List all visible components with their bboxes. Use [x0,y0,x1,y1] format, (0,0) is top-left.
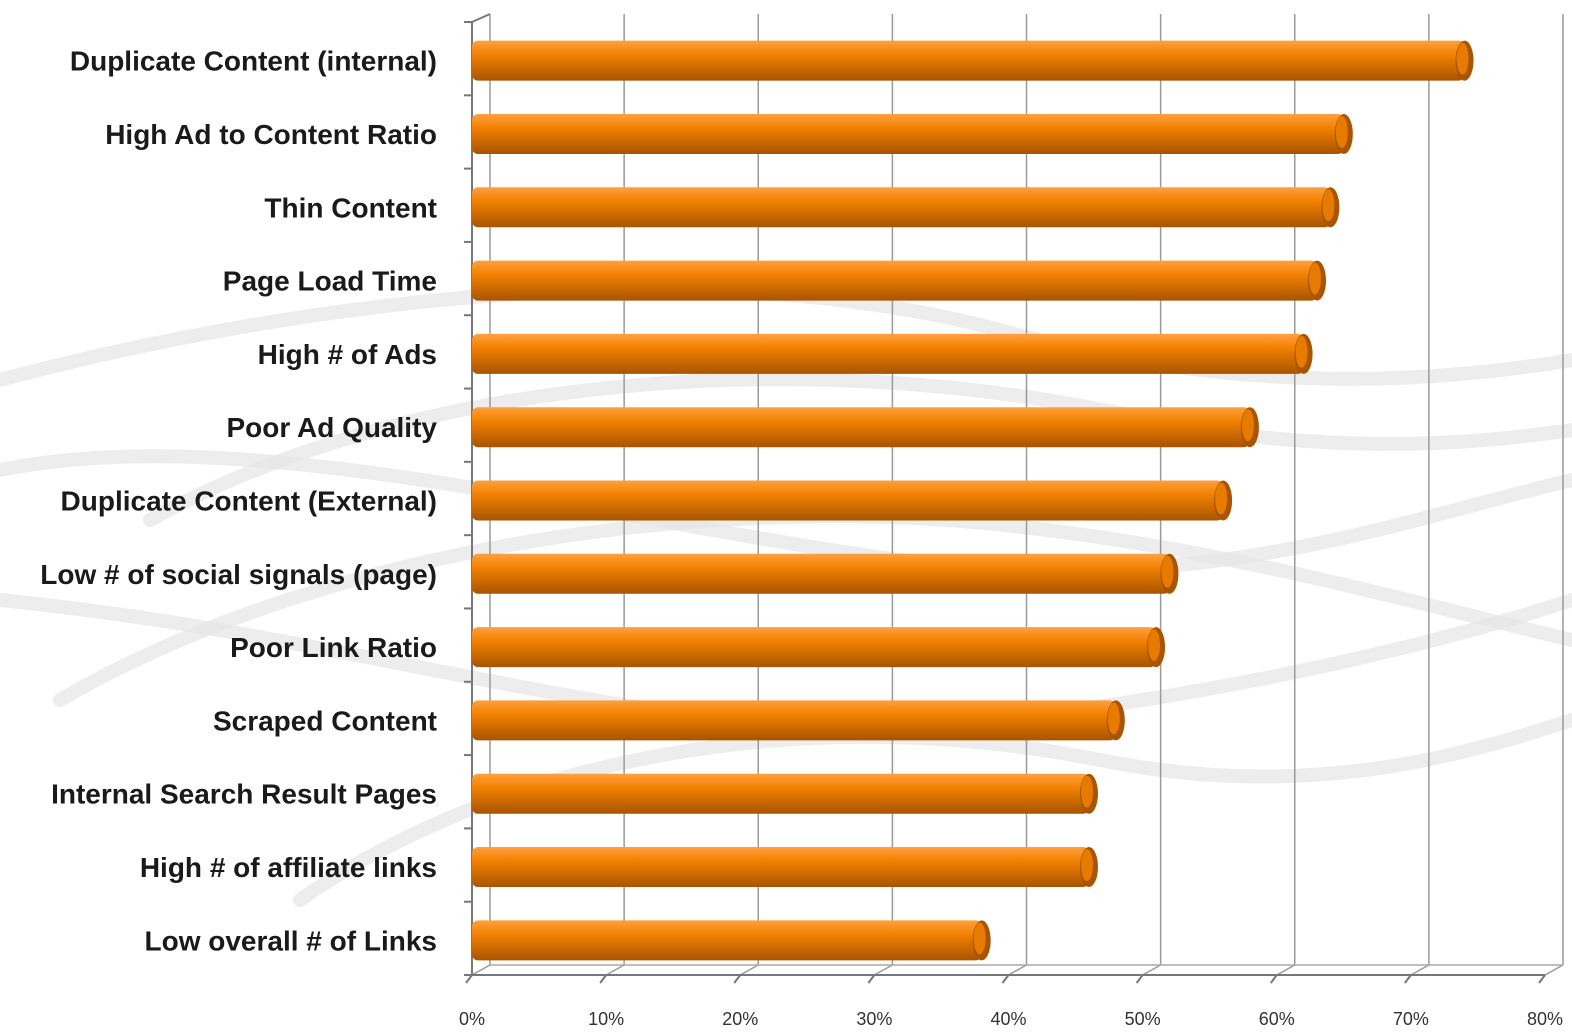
bar-cap-highlight [1456,42,1469,75]
gridline-floor [1410,964,1430,976]
gridline-floor [1008,964,1027,976]
category-label: High Ad to Content Ratio [105,119,437,150]
x-tick-label: 30% [856,1009,892,1029]
gridline-floor [1544,964,1564,976]
x-axis-tick [599,974,607,984]
bar [472,407,1259,448]
bar-body [472,920,982,961]
bar-body [472,187,1331,228]
bar [472,187,1340,228]
bar [472,333,1313,374]
bar [472,847,1098,888]
bar [472,480,1233,521]
x-axis-tick [1001,974,1010,984]
bar [472,40,1474,81]
bar-body [472,553,1170,594]
watermark-swirl [143,372,1572,527]
bar-cap-highlight [1322,189,1335,222]
gridline-floor [739,964,759,976]
bar-body [472,480,1224,521]
category-label: Low overall # of Links [144,925,437,956]
category-label: Poor Link Ratio [230,632,437,663]
bar [472,627,1166,668]
x-axis-tick [733,974,742,984]
bar [472,773,1098,814]
x-axis-tick [1404,974,1412,984]
gridline-floor [1142,964,1161,976]
bar [472,260,1326,301]
bar-body [472,407,1250,448]
x-tick-label: 10% [588,1009,624,1029]
category-label: Scraped Content [213,705,437,736]
x-axis-tick [1269,974,1278,984]
bar-cap-highlight [1148,629,1161,662]
gridline-floor [874,964,893,976]
category-label: Duplicate Content (External) [61,486,437,517]
bar-body [472,773,1089,814]
x-tick-label: 40% [990,1009,1026,1029]
x-tick-label: 50% [1125,1009,1161,1029]
gridline-floor [471,964,491,976]
bar-cap-highlight [1161,555,1174,588]
bar-cap-highlight [1215,482,1228,515]
category-label: High # of Ads [258,339,437,370]
bar-body [472,260,1317,301]
x-axis-tick [1538,974,1546,984]
x-tick-label: 20% [722,1009,758,1029]
watermark-swirl [0,282,1572,387]
bar-cap-highlight [1080,849,1093,882]
bar [472,553,1179,594]
x-tick-label: 60% [1259,1009,1295,1029]
x-axis-tick [1135,974,1144,984]
x-tick-label: 0% [459,1009,485,1029]
bar [472,113,1353,154]
y-axis-depth [471,13,491,23]
category-label: Page Load Time [223,266,437,297]
bar-cap-highlight [1295,335,1308,368]
category-label: Poor Ad Quality [226,412,437,443]
bar-body [472,333,1304,374]
bar [472,920,991,961]
category-label: Internal Search Result Pages [51,779,437,810]
x-axis-tick [867,974,876,984]
bar-cap-highlight [1107,702,1120,735]
bar [472,700,1125,741]
bar-body [472,113,1344,154]
category-label: Duplicate Content (internal) [70,46,437,77]
bar-cap-highlight [1080,775,1093,808]
bar-cap-highlight [973,922,986,955]
bars [472,40,1474,961]
category-label: High # of affiliate links [140,852,437,883]
x-tick-label: 80% [1527,1009,1563,1029]
category-label: Thin Content [264,192,437,223]
bar-body [472,847,1089,888]
category-labels: Duplicate Content (internal) High Ad to C… [40,46,437,957]
bar-body [472,40,1465,81]
bar-body [472,627,1157,668]
bar-cap-highlight [1335,115,1348,148]
x-tick-label: 70% [1393,1009,1429,1029]
x-axis-tick [465,974,473,984]
bar-body [472,700,1116,741]
tick-labels: 0% 10% 20% 30% 40% 50% 60% 70% 80% [459,1009,1563,1029]
gridline-floor [605,964,625,976]
bar-cap-highlight [1308,262,1321,295]
bar-cap-highlight [1241,409,1254,442]
category-label: Low # of social signals (page) [40,559,437,590]
gridline-floor [1276,964,1296,976]
